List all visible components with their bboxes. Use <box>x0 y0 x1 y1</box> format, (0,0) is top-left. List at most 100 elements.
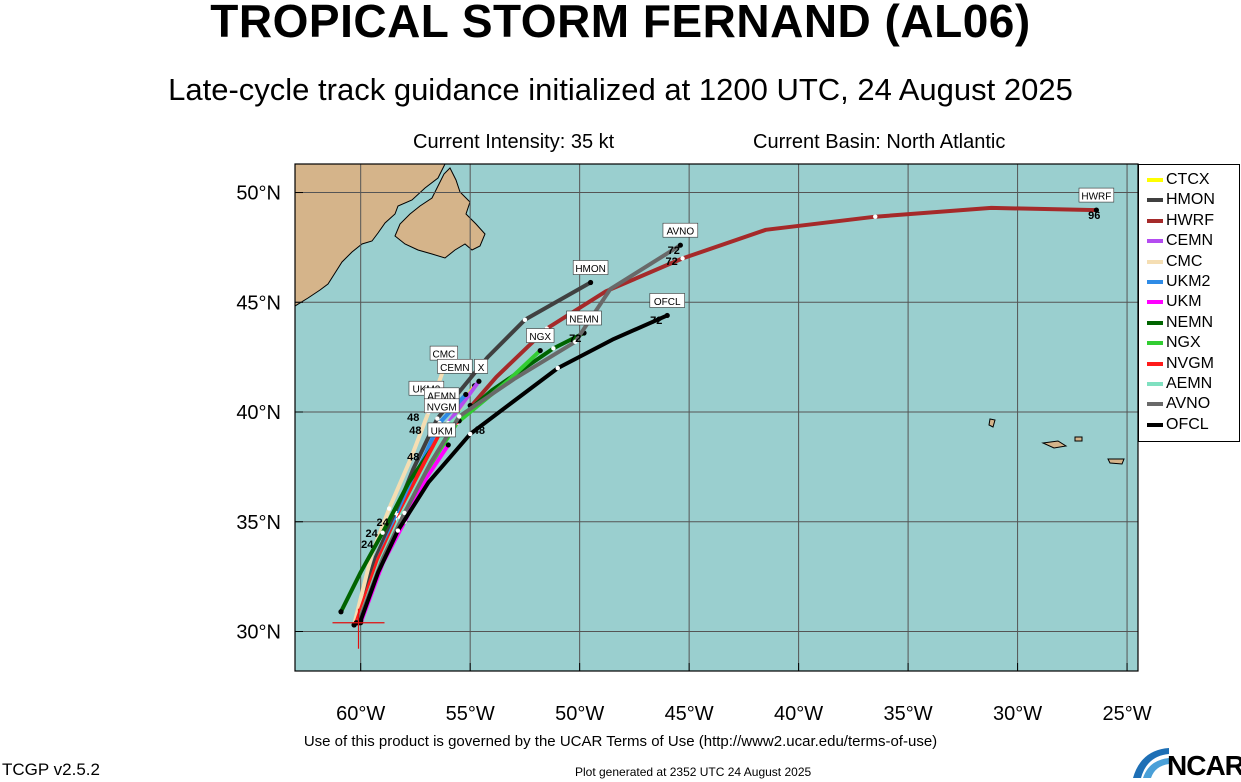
legend-item-hmon: HMON <box>1147 190 1215 210</box>
legend-label: NVGM <box>1166 354 1214 372</box>
lon-tick-label: 60°W <box>336 703 385 725</box>
legend-item-avno: AVNO <box>1147 394 1210 414</box>
track-label-text: AVNO <box>667 227 695 238</box>
current-basin: Current Basin: North Atlantic <box>753 131 1006 153</box>
interval-marker <box>551 346 556 351</box>
legend-item-cmc: CMC <box>1147 252 1202 272</box>
legend-swatch <box>1147 218 1163 223</box>
axis-labels: 30°N 35°N 40°N 45°N 50°N 60°W 55°W 50°W 45°W 40°W… <box>236 183 1151 725</box>
legend-swatch <box>1147 178 1163 182</box>
track-end-dot <box>664 312 670 319</box>
legend-label: HWRF <box>1166 211 1214 229</box>
hour-label: 48 <box>407 451 419 463</box>
lon-tick-label: 25°W <box>1102 703 1151 725</box>
legend-label: CMC <box>1166 252 1203 270</box>
track-label-text: CMC <box>433 350 456 361</box>
interval-marker <box>395 528 401 533</box>
track-label-text: UKM <box>431 426 453 437</box>
hour-label: 96 <box>1088 210 1100 222</box>
legend-item-aemn: AEMN <box>1147 374 1212 394</box>
lat-tick-label: 45°N <box>236 292 281 314</box>
track-end-dot <box>587 279 594 286</box>
track-label: OFCL <box>649 293 685 308</box>
lat-lon-grid <box>295 164 1138 671</box>
lon-tick-label: 45°W <box>665 703 714 725</box>
track-label-box <box>662 222 699 238</box>
lon-tick-label: 30°W <box>993 703 1042 725</box>
track-label: AEMN <box>424 387 460 402</box>
legend-swatch <box>1147 341 1163 346</box>
legend-swatch <box>1147 320 1163 325</box>
legend-label: UKM <box>1166 293 1202 311</box>
lat-tick-label: 40°N <box>236 402 281 424</box>
track-end-dot <box>445 442 451 448</box>
legend-item-ngx: NGX <box>1147 333 1201 353</box>
track-label-box <box>572 260 609 275</box>
track-label: UKM <box>427 422 456 437</box>
lat-tick-label: 50°N <box>236 183 281 205</box>
track-label-text: NVGM <box>427 402 457 413</box>
track-label-text: OFCL <box>654 297 681 308</box>
terms-of-use: Use of this product is governed by the U… <box>303 733 938 750</box>
legend-swatch <box>1147 361 1163 366</box>
ncar-logo: NCAR <box>1131 744 1241 781</box>
model-legend: CTCX HMON HWRF CEMN CMC UKM2 UKM NEMN NGX NVGM AEM… <box>1138 164 1240 442</box>
legend-swatch <box>1147 259 1163 264</box>
island-small-3 <box>1074 436 1083 442</box>
track-label-box <box>526 328 555 343</box>
lon-tick-label: 35°W <box>884 703 933 725</box>
track-label-box <box>1078 187 1115 203</box>
interval-marker <box>522 317 528 323</box>
lon-tick-label: 55°W <box>446 703 495 725</box>
legend-item-ofcl: OFCL <box>1147 415 1209 435</box>
map-title: TROPICAL STORM FERNAND (AL06) <box>210 0 1031 47</box>
track-label-text: AEMN <box>427 391 456 402</box>
interval-marker <box>386 506 392 511</box>
track-label: NEMN <box>566 310 602 326</box>
track-end-dot <box>463 391 469 398</box>
track-label: HWRF <box>1078 187 1115 203</box>
track-label-text: CEMN <box>440 363 469 374</box>
legend-item-nemn: NEMN <box>1147 313 1213 333</box>
legend-label: AEMN <box>1166 375 1213 392</box>
track-label: CMC <box>429 345 458 361</box>
legend-swatch <box>1147 402 1163 407</box>
hour-label: 48 <box>409 425 421 437</box>
newfoundland-island <box>394 167 486 259</box>
track-label-box <box>474 358 489 374</box>
lat-tick-label: 30°N <box>236 621 281 643</box>
legend-label: UKM2 <box>1166 273 1211 290</box>
track-label-box <box>424 398 460 414</box>
hour-label: 72 <box>665 256 677 268</box>
track-label-text: X <box>478 363 485 374</box>
track-label-text: NEMN <box>569 315 598 326</box>
track-start-dot <box>358 617 364 624</box>
track-label-text: HWRF <box>1081 192 1111 203</box>
map-subtitle: Late-cycle track guidance initialized at… <box>168 72 1073 107</box>
version-label: TCGP v2.5.2 <box>2 760 100 779</box>
interval-marker <box>555 365 560 371</box>
legend-label: AVNO <box>1166 395 1211 413</box>
island-small-2 <box>1107 458 1125 465</box>
interval-marker <box>680 256 685 261</box>
interval-marker <box>873 214 878 219</box>
island-small-1 <box>1041 440 1068 449</box>
legend-swatch <box>1147 198 1163 203</box>
current-intensity: Current Intensity: 35 kt <box>413 131 615 153</box>
legend-swatch <box>1147 382 1163 386</box>
track-label: NVGM <box>424 398 460 414</box>
legend-swatch <box>1147 422 1163 427</box>
hour-label: 24 <box>366 528 379 540</box>
legend-item-ukm: UKM <box>1147 292 1202 312</box>
track-label-box <box>566 310 602 326</box>
interval-marker <box>467 431 473 437</box>
track-label: X <box>474 358 489 374</box>
hour-label: 72 <box>668 245 680 257</box>
legend-label: OFCL <box>1166 415 1209 433</box>
track-label: HMON <box>572 260 609 275</box>
legend-item-ctcx: CTCX <box>1147 170 1210 190</box>
legend-label: CEMN <box>1166 232 1214 250</box>
track-label: AVNO <box>662 222 699 238</box>
hour-label: 72 <box>650 315 662 327</box>
